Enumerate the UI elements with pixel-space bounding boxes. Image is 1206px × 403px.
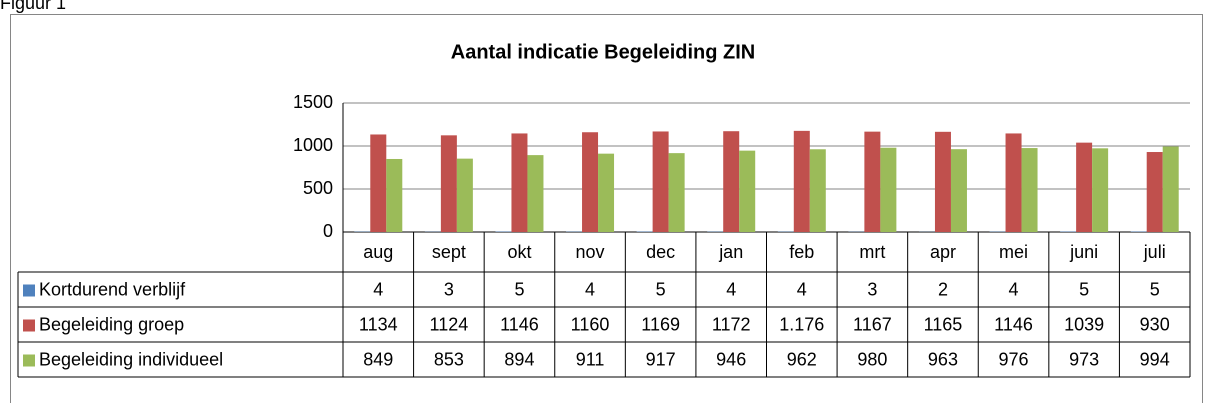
table-value: 4 [1009,279,1019,299]
bar [511,133,528,232]
bar [1021,148,1038,232]
bar [809,149,826,232]
bar [652,131,669,232]
table-value: 894 [504,349,534,369]
legend-key [23,284,35,297]
table-value: 1167 [853,314,892,334]
table-value: 946 [716,349,746,369]
legend-label: Begeleiding groep [39,314,184,334]
table-value: 849 [363,349,393,369]
x-tick-label: aug [363,242,393,262]
y-tick-label: 1500 [293,92,333,112]
bar [456,158,473,232]
bar [370,134,387,232]
bar [793,130,810,232]
chart-title: Aantal indicatie Begeleiding ZIN [451,41,756,63]
table-value: 5 [1150,279,1160,299]
bar [1076,142,1093,232]
x-tick-label: juli [1143,242,1166,262]
table-value: 973 [1069,349,1099,369]
table-value: 4 [726,279,736,299]
x-tick-label: juni [1069,242,1098,262]
table-value: 930 [1140,314,1170,334]
bar [880,147,897,232]
bar [864,131,881,232]
bar [386,158,403,232]
table-value: 980 [857,349,887,369]
table-value: 5 [656,279,666,299]
bar [934,131,951,232]
table-value: 853 [434,349,464,369]
bar [1005,133,1022,232]
legend-key [23,319,35,332]
table-value: 5 [514,279,524,299]
table-value: 976 [999,349,1029,369]
x-tick-label: dec [646,242,675,262]
figure-label: Figuur 1 [0,0,66,13]
bar [598,153,615,232]
table-value: 4 [797,279,807,299]
bar [582,132,599,232]
table-value: 1165 [924,314,963,334]
legend-key [23,354,35,367]
x-tick-label: okt [507,242,531,262]
table-value: 962 [787,349,817,369]
table-value: 911 [576,349,605,369]
bar [1162,146,1179,232]
legend-label: Begeleiding individueel [39,349,223,369]
table-value: 1039 [1064,314,1104,334]
chart-frame [10,14,1203,403]
y-tick-label: 500 [303,178,333,198]
bar [739,150,756,232]
table-value: 3 [444,279,454,299]
bar [1146,152,1163,232]
x-tick-label: apr [930,242,956,262]
bar [950,149,967,232]
table-value: 1124 [430,314,469,334]
bar [723,131,740,232]
table-value: 1.176 [779,314,824,334]
table-value: 3 [867,279,877,299]
bar [1092,148,1109,232]
x-tick-label: nov [576,242,605,262]
table-value: 1160 [571,314,610,334]
bar [527,155,544,232]
y-tick-label: 1000 [293,135,333,155]
table-value: 1146 [500,314,539,334]
table-value: 994 [1140,349,1170,369]
table-value: 1146 [994,314,1033,334]
bar [668,153,685,232]
x-tick-label: feb [789,242,814,262]
table-value: 4 [585,279,595,299]
table-value: 4 [373,279,383,299]
legend-label: Kortdurend verblijf [39,279,186,299]
x-tick-label: jan [718,242,743,262]
y-tick-label: 0 [323,221,333,241]
bar [440,135,457,232]
table-value: 1169 [641,314,680,334]
table-value: 5 [1079,279,1089,299]
x-tick-label: sept [432,242,466,262]
x-tick-label: mrt [859,242,885,262]
table-value: 1134 [359,314,398,334]
table-value: 1172 [712,314,751,334]
x-tick-label: mei [999,242,1028,262]
table-value: 917 [646,349,676,369]
table-value: 963 [928,349,958,369]
table-value: 2 [938,279,948,299]
